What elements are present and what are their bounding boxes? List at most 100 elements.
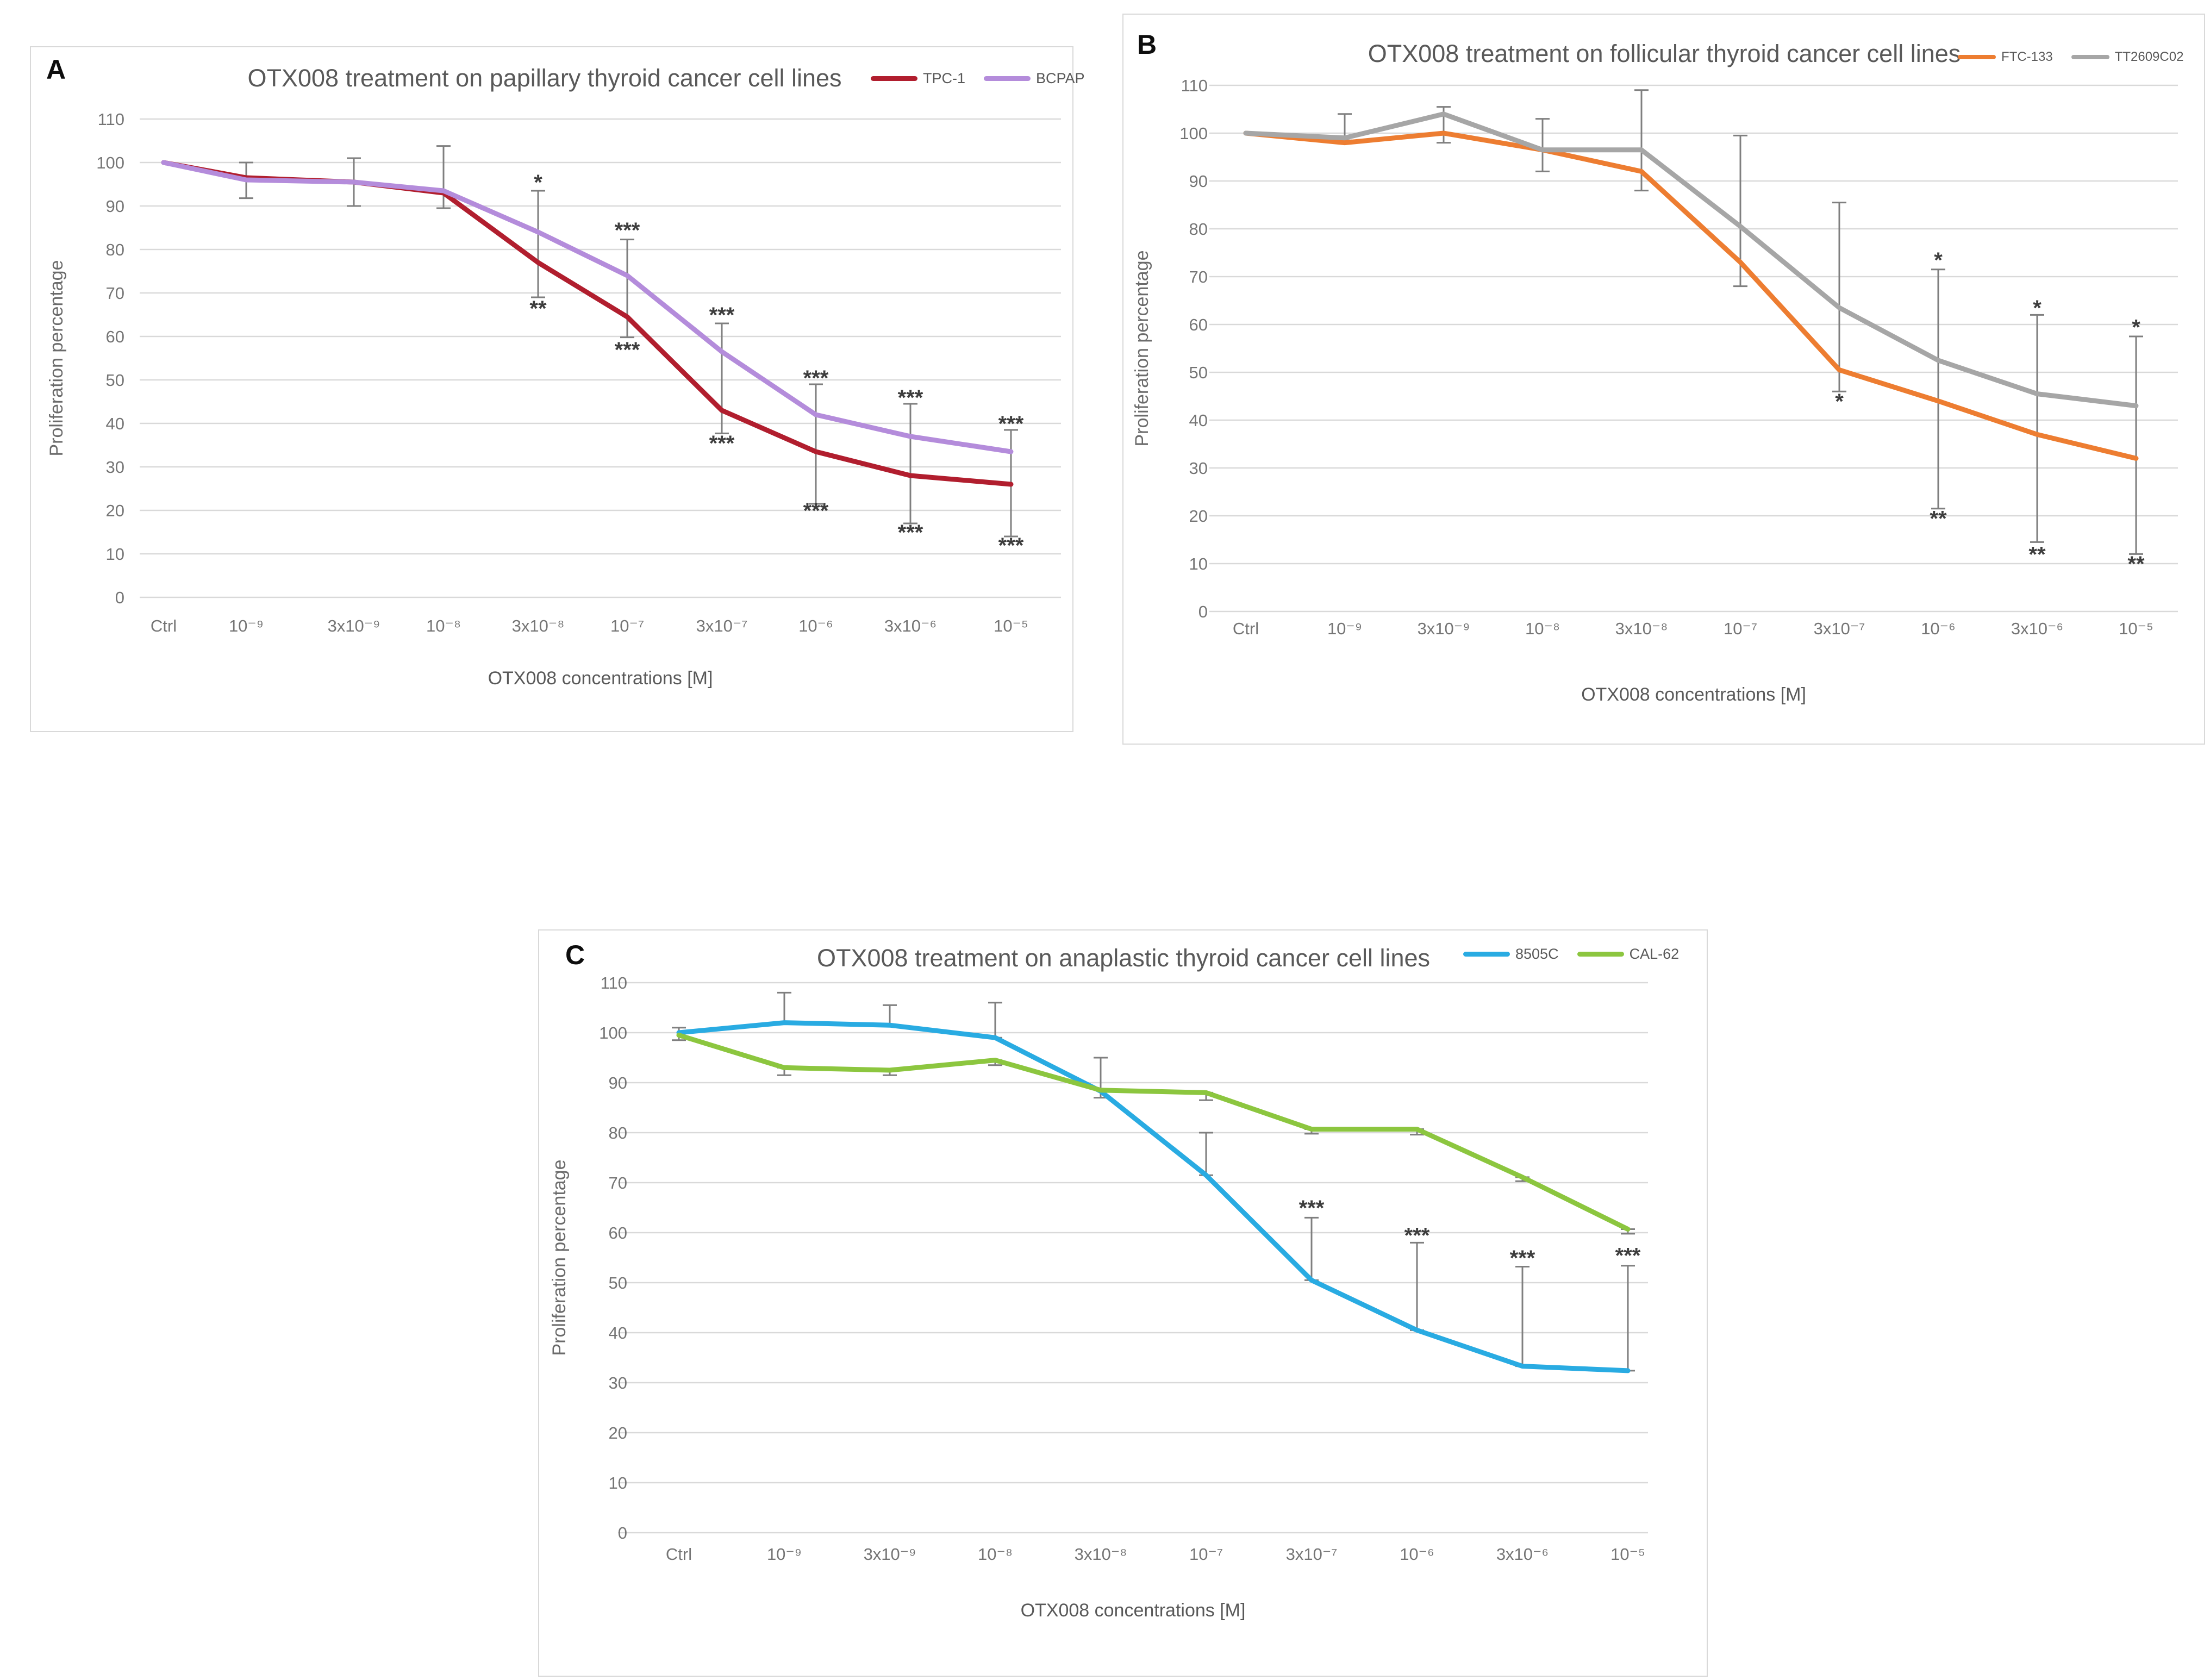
legend-swatch bbox=[984, 76, 1031, 81]
plot-c: 0 10 20 30 40 50 60 70 80 90 100 110 Ctrl 10⁻⁹ 3x10⁻⁹ 1… bbox=[549, 973, 1648, 1621]
panel-label-a: A bbox=[46, 54, 66, 85]
x-tick-label: Ctrl bbox=[666, 1545, 692, 1564]
significance-stars: * bbox=[2132, 315, 2140, 339]
y-axis-title: Proliferation percentage bbox=[46, 260, 67, 456]
y-tick-label: 70 bbox=[1189, 267, 1208, 286]
x-tick-label: 3x10⁻⁹ bbox=[864, 1545, 916, 1564]
y-tick-label: 10 bbox=[106, 545, 124, 564]
legend-swatch bbox=[1463, 952, 1510, 957]
y-tick-label: 100 bbox=[1179, 124, 1208, 143]
x-tick-label: 10⁻⁸ bbox=[426, 616, 461, 635]
legend-item-8505c: 8505C bbox=[1463, 946, 1559, 963]
y-tick-label: 20 bbox=[106, 501, 124, 520]
legend-swatch bbox=[1958, 55, 1996, 59]
significance-stars: *** bbox=[998, 534, 1024, 558]
legend-label: CAL-62 bbox=[1629, 946, 1680, 962]
x-tick-label: 3x10⁻⁸ bbox=[1615, 619, 1668, 638]
y-tick-label: 90 bbox=[106, 197, 124, 216]
y-tick-label: 90 bbox=[609, 1073, 627, 1092]
y-tick-label: 70 bbox=[609, 1173, 627, 1192]
legend-item-tpc-1: TPC-1 bbox=[871, 70, 965, 87]
y-tick-label: 110 bbox=[601, 973, 627, 992]
significance-stars: *** bbox=[1615, 1244, 1641, 1267]
legend-label: TPC-1 bbox=[923, 70, 966, 86]
y-tick-label: 0 bbox=[1198, 602, 1208, 621]
series-line-ftc-133 bbox=[1243, 130, 2139, 461]
legend-c: 8505C CAL-62 bbox=[1463, 946, 1679, 963]
series-line-tpc-1 bbox=[161, 160, 1014, 487]
x-tick-label: Ctrl bbox=[151, 616, 177, 635]
significance-stars: *** bbox=[615, 218, 640, 242]
plot-b: 0 10 20 30 40 50 60 70 80 90 100 110 Ctrl 10⁻⁹ 3x10⁻⁹ 1… bbox=[1132, 76, 2178, 705]
significance-stars: * bbox=[534, 171, 542, 195]
y-tick-label: 30 bbox=[106, 458, 124, 477]
significance-stars: *** bbox=[898, 521, 923, 545]
x-tick-label: 10⁻⁷ bbox=[1189, 1545, 1223, 1564]
panel-c: 0 10 20 30 40 50 60 70 80 90 100 110 Ctrl 10⁻⁹ 3x10⁻⁹ 1… bbox=[538, 929, 1708, 1677]
x-axis-title: OTX008 concentrations [M] bbox=[1021, 1600, 1246, 1621]
significance-stars: ** bbox=[529, 297, 547, 321]
y-tick-label: 10 bbox=[609, 1473, 627, 1492]
significance-stars: ** bbox=[2127, 552, 2145, 576]
legend-label: BCPAP bbox=[1036, 70, 1085, 86]
panel-b: 0 10 20 30 40 50 60 70 80 90 100 110 Ctrl 10⁻⁹ 3x10⁻⁹ 1… bbox=[1122, 14, 2205, 745]
y-tick-label: 100 bbox=[599, 1023, 627, 1042]
y-tick-label: 20 bbox=[609, 1423, 627, 1442]
x-tick-label: 10⁻⁹ bbox=[229, 616, 264, 635]
y-tick-label: 20 bbox=[1189, 507, 1208, 526]
significance-stars: *** bbox=[803, 366, 829, 390]
x-tick-label: 3x10⁻⁹ bbox=[1418, 619, 1470, 638]
legend-b: FTC-133 TT2609C02 bbox=[1958, 49, 2183, 65]
significance-stars: ** bbox=[2028, 542, 2046, 566]
significance-stars: *** bbox=[898, 386, 923, 410]
x-tick-label: 10⁻⁷ bbox=[1724, 619, 1757, 638]
x-tick-label: 10⁻⁵ bbox=[994, 616, 1028, 635]
x-tick-label: 10⁻⁹ bbox=[1327, 619, 1362, 638]
y-tick-label: 110 bbox=[98, 110, 124, 129]
x-axis-title: OTX008 concentrations [M] bbox=[488, 668, 713, 689]
significance-stars: *** bbox=[709, 303, 735, 327]
legend-swatch bbox=[1577, 952, 1624, 957]
y-tick-label: 0 bbox=[618, 1523, 627, 1542]
chart-title-a: OTX008 treatment on papillary thyroid ca… bbox=[247, 64, 842, 92]
y-tick-label: 100 bbox=[96, 153, 124, 172]
significance-stars: *** bbox=[1510, 1246, 1535, 1270]
x-tick-label: 10⁻⁶ bbox=[1400, 1545, 1434, 1564]
y-tick-label: 110 bbox=[1181, 76, 1208, 95]
x-tick-label: 3x10⁻⁷ bbox=[1286, 1545, 1338, 1564]
x-tick-label: 10⁻⁵ bbox=[1610, 1545, 1645, 1564]
x-tick-label: 3x10⁻⁶ bbox=[1496, 1545, 1549, 1564]
x-tick-label: 10⁻⁵ bbox=[2119, 619, 2153, 638]
y-tick-label: 30 bbox=[609, 1373, 627, 1392]
y-tick-label: 90 bbox=[1189, 172, 1208, 191]
y-tick-label: 60 bbox=[609, 1223, 627, 1242]
significance-stars: *** bbox=[803, 499, 829, 523]
panel-label-c: C bbox=[565, 940, 585, 970]
legend-label: TT2609C02 bbox=[2114, 49, 2184, 64]
y-tick-label: 60 bbox=[1189, 315, 1208, 334]
x-axis-title: OTX008 concentrations [M] bbox=[1581, 684, 1806, 705]
legend-label: 8505C bbox=[1515, 946, 1559, 962]
panel-a: 0 10 20 30 40 50 60 70 80 90 100 110 Ctrl 10⁻⁹ 3x10⁻⁹ 1… bbox=[30, 46, 1085, 732]
y-tick-label: 10 bbox=[1189, 554, 1208, 573]
legend-item-tt2609c02: TT2609C02 bbox=[2071, 49, 2184, 65]
legend-item-cal-62: CAL-62 bbox=[1577, 946, 1680, 963]
y-tick-label: 70 bbox=[106, 284, 124, 303]
panel-label-b: B bbox=[1137, 29, 1157, 60]
significance-stars: * bbox=[1934, 248, 1943, 272]
y-tick-label: 40 bbox=[1189, 411, 1208, 430]
x-tick-label: 10⁻⁸ bbox=[978, 1545, 1013, 1564]
x-tick-label: 10⁻⁹ bbox=[767, 1545, 802, 1564]
legend-swatch bbox=[871, 76, 917, 81]
x-tick-label: 3x10⁻⁹ bbox=[328, 616, 380, 635]
legend-a: TPC-1 BCPAP bbox=[871, 70, 1085, 87]
significance-stars: *** bbox=[1404, 1224, 1430, 1248]
y-tick-label: 50 bbox=[106, 371, 124, 390]
y-axis-title: Proliferation percentage bbox=[549, 1159, 570, 1356]
x-tick-label: 10⁻⁶ bbox=[798, 616, 833, 635]
series-line-8505c bbox=[676, 1020, 1631, 1373]
x-tick-label: 10⁻⁷ bbox=[610, 616, 644, 635]
significance-stars: *** bbox=[615, 338, 640, 362]
y-tick-label: 50 bbox=[1189, 363, 1208, 382]
